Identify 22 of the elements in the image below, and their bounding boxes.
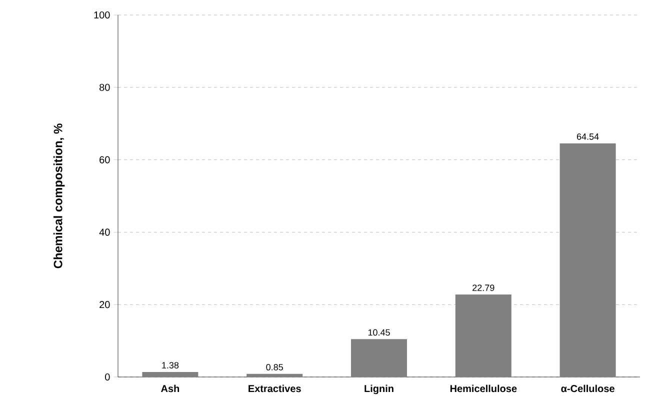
- data-label: 0.85: [266, 364, 283, 370]
- bar: [142, 372, 198, 377]
- y-tick-label: 20: [100, 301, 110, 308]
- x-tick-label: Hemicellulose: [450, 384, 517, 392]
- y-tick-label: 100: [94, 11, 110, 19]
- data-label: 22.79: [472, 284, 494, 291]
- bar: [351, 339, 407, 377]
- y-tick-label: 40: [99, 228, 110, 236]
- data-label: 10.45: [368, 329, 390, 336]
- y-axis-title: Chemical composition, %: [53, 124, 65, 268]
- bar: [246, 374, 303, 377]
- y-tick-label: 0: [105, 373, 110, 381]
- x-tick-label: Lignin: [364, 384, 394, 394]
- bar: [455, 294, 512, 377]
- x-tick-label: α-Cellulose: [561, 384, 614, 392]
- y-tick-label: 80: [100, 84, 110, 91]
- bar: [560, 143, 616, 377]
- y-tick-label: 60: [100, 156, 110, 164]
- x-tick-label: Ash: [161, 384, 180, 392]
- data-label: 64.54: [576, 133, 599, 140]
- x-tick-label: Extractives: [248, 384, 301, 392]
- data-label: 1.38: [162, 362, 179, 368]
